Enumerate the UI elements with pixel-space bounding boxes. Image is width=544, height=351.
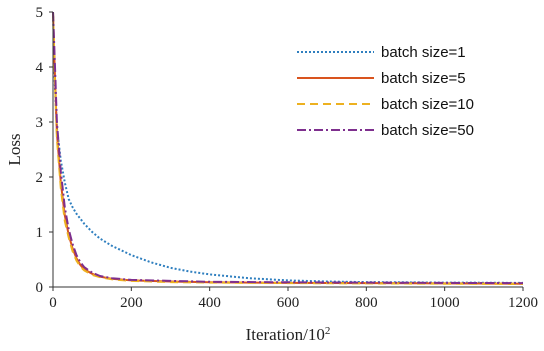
y-ticks: 0 1 2 3 4 5 bbox=[36, 5, 53, 296]
y-tick-label: 1 bbox=[36, 225, 44, 241]
legend-label: batch size=5 bbox=[381, 70, 466, 87]
legend-label: batch size=10 bbox=[381, 96, 474, 113]
y-tick-label: 2 bbox=[36, 170, 44, 186]
x-tick-label: 1200 bbox=[508, 295, 538, 311]
series-layer bbox=[52, 11, 524, 285]
x-axis-label: Iteration/102 bbox=[246, 325, 331, 344]
x-tick-label: 400 bbox=[198, 295, 221, 311]
x-tick-label: 200 bbox=[120, 295, 143, 311]
plot-area: 0 200 400 600 800 1000 1200 0 1 2 3 4 5 bbox=[36, 5, 539, 311]
series-line-3 bbox=[52, 11, 524, 285]
y-tick-label: 0 bbox=[36, 280, 44, 296]
x-ticks: 0 200 400 600 800 1000 1200 bbox=[49, 287, 538, 311]
x-tick-label: 600 bbox=[277, 295, 300, 311]
x-axis-label-text: Iteration/10 bbox=[246, 325, 325, 344]
y-tick-label: 3 bbox=[36, 115, 44, 131]
legend-label: batch size=1 bbox=[381, 44, 466, 61]
x-tick-label: 0 bbox=[49, 295, 57, 311]
x-tick-label: 800 bbox=[355, 295, 378, 311]
y-tick-label: 4 bbox=[36, 60, 44, 76]
series-line-4 bbox=[52, 11, 524, 285]
y-tick-label: 5 bbox=[36, 5, 44, 21]
legend-label: batch size=50 bbox=[381, 122, 474, 139]
x-axis-label-superscript: 2 bbox=[325, 325, 331, 337]
y-axis-label: Loss bbox=[5, 133, 24, 165]
legend: batch size=1 batch size=5 batch size=10 bat… bbox=[297, 44, 474, 139]
x-tick-label: 1000 bbox=[430, 295, 460, 311]
